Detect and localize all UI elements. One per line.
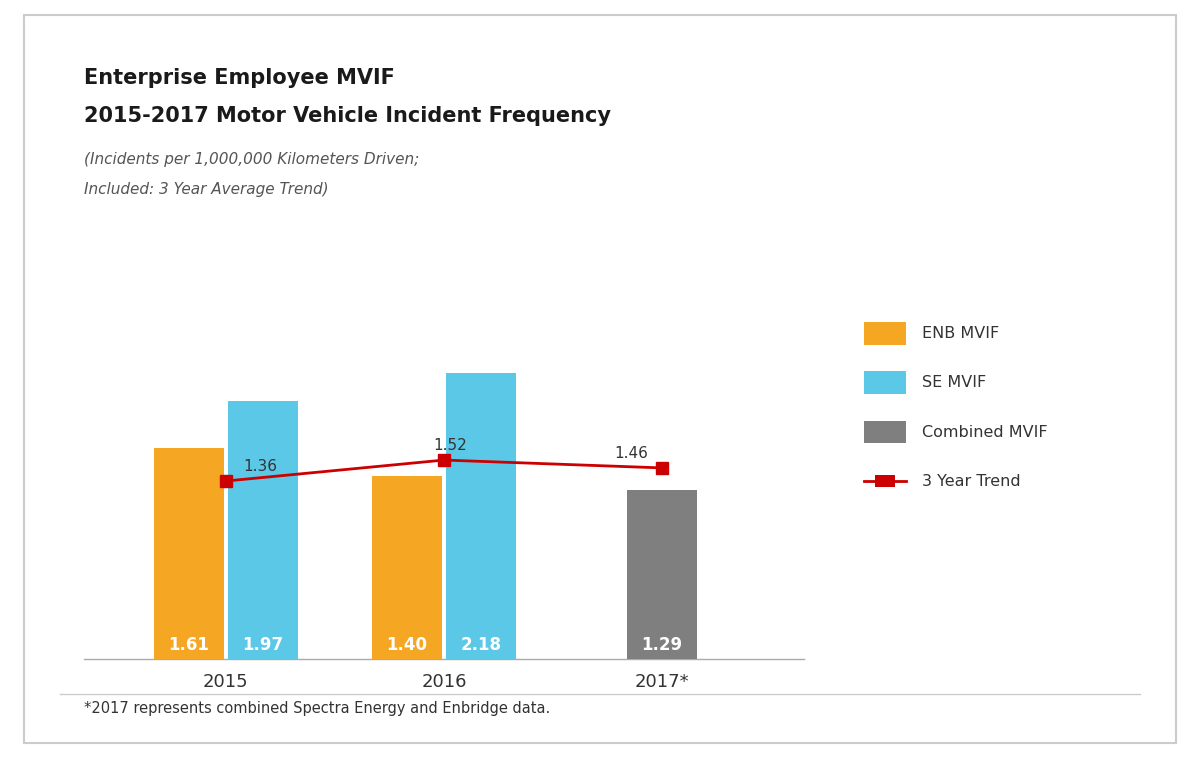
Text: 1.36: 1.36 [244,459,277,475]
Text: Combined MVIF: Combined MVIF [922,424,1048,440]
Bar [228,401,298,659]
Text: 1.97: 1.97 [242,636,283,654]
Text: 1.40: 1.40 [386,636,427,654]
Text: Included: 3 Year Average Trend): Included: 3 Year Average Trend) [84,182,329,197]
Bar [154,448,223,659]
Text: Enterprise Employee MVIF: Enterprise Employee MVIF [84,68,395,88]
Text: 3 Year Trend: 3 Year Trend [922,474,1020,489]
Bar [372,476,442,659]
Bar [628,490,697,659]
Text: 1.52: 1.52 [433,438,467,453]
Text: 2.18: 2.18 [461,636,502,654]
Text: 1.46: 1.46 [614,446,648,462]
Text: (Incidents per 1,000,000 Kilometers Driven;: (Incidents per 1,000,000 Kilometers Driv… [84,152,419,167]
Text: ENB MVIF: ENB MVIF [922,326,998,341]
Text: SE MVIF: SE MVIF [922,375,986,390]
Text: *2017 represents combined Spectra Energy and Enbridge data.: *2017 represents combined Spectra Energy… [84,701,551,716]
Text: 2015-2017 Motor Vehicle Incident Frequency: 2015-2017 Motor Vehicle Incident Frequen… [84,106,611,126]
Text: 1.61: 1.61 [168,636,209,654]
Text: 1.29: 1.29 [642,636,683,654]
Bar [446,374,516,659]
